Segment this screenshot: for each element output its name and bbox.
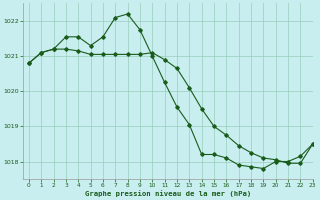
X-axis label: Graphe pression niveau de la mer (hPa): Graphe pression niveau de la mer (hPa) [84, 190, 251, 197]
